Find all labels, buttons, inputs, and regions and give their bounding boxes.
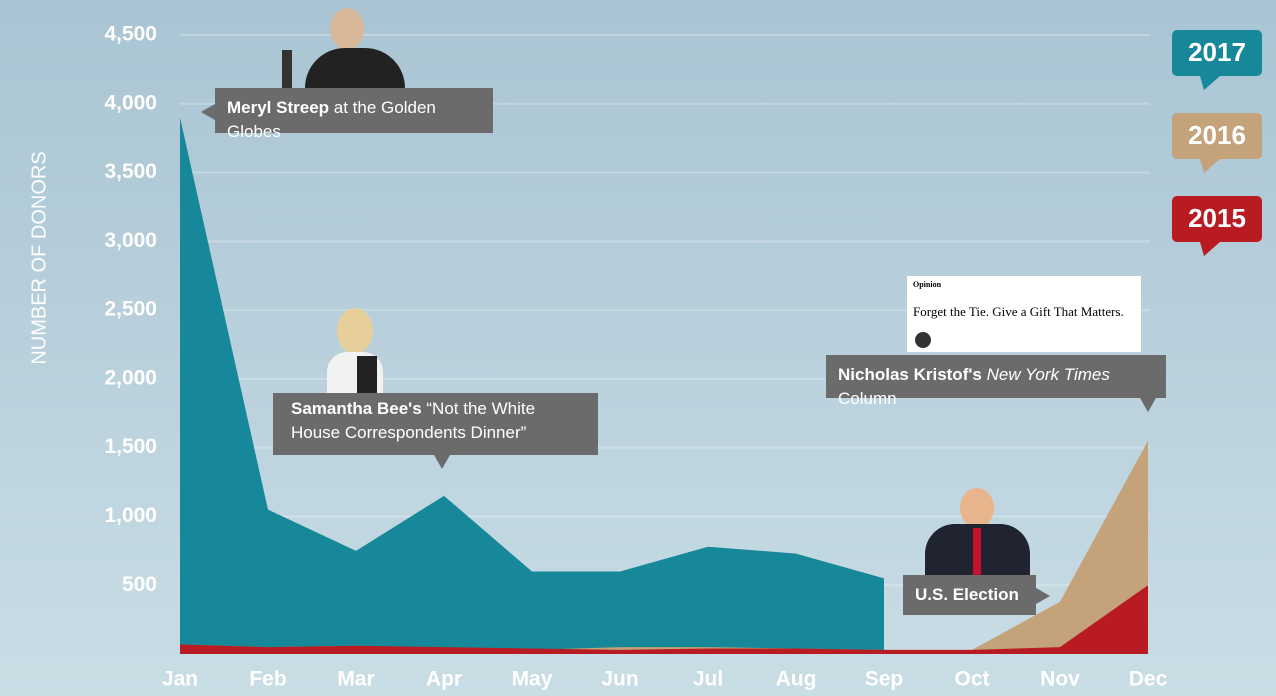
x-tick-label: Jul <box>693 668 723 691</box>
x-tick-label: Jun <box>601 668 638 691</box>
y-tick-label: 2,000 <box>104 366 157 389</box>
legend-label: 2015 <box>1188 203 1246 233</box>
annotation-bold: Samantha Bee's <box>291 399 422 418</box>
annotation-bold: Nicholas Kristof's <box>838 365 982 384</box>
legend-tail <box>1200 159 1220 173</box>
y-tick-label: 4,000 <box>104 91 157 114</box>
photo-bee <box>327 308 383 394</box>
x-tick-label: Oct <box>954 668 989 691</box>
annotation: Nicholas Kristof's New York Times Column <box>826 355 1166 398</box>
y-axis-label: NUMBER OF DONORS <box>28 151 50 364</box>
y-tick-label: 3,000 <box>104 229 157 252</box>
newspaper-clip: Opinion Forget the Tie. Give a Gift That… <box>907 276 1141 352</box>
x-tick-label: Sep <box>865 668 904 691</box>
clip-kicker: Opinion <box>913 280 941 289</box>
x-tick-label: Jan <box>162 668 198 691</box>
photo-trump <box>915 488 1030 576</box>
y-tick-label: 1,000 <box>104 504 157 527</box>
infographic: NUMBER OF DONORS 500 1,000 1,500 2,000 2,500… <box>0 0 1276 696</box>
legend-label: 2017 <box>1188 37 1246 67</box>
annotation-bold: Meryl Streep <box>227 98 329 117</box>
legend-label: 2016 <box>1188 120 1246 150</box>
legend-tail <box>1200 242 1220 256</box>
y-tick-label: 500 <box>122 573 157 596</box>
x-tick-label: Dec <box>1129 668 1168 691</box>
x-tick-label: Apr <box>426 668 462 691</box>
x-tick-label: Aug <box>776 668 817 691</box>
legend-item: 2016 <box>1172 113 1262 173</box>
y-tick-label: 1,500 <box>104 435 157 458</box>
annotation-text: Column <box>838 389 897 408</box>
x-tick-label: Feb <box>249 668 286 691</box>
area <box>180 118 884 654</box>
x-tick-label: May <box>512 668 553 691</box>
annotation: Meryl Streep at the Golden Globes <box>215 88 493 133</box>
annotation-italic: New York Times <box>987 365 1110 384</box>
photo-streep <box>300 8 405 92</box>
legend-item: 2015 <box>1172 196 1262 256</box>
y-tick-label: 4,500 <box>104 23 157 46</box>
y-tick-label: 3,500 <box>104 160 157 183</box>
annotation-bold: U.S. Election <box>915 585 1019 604</box>
annotation: U.S. Election <box>903 575 1036 615</box>
x-tick-label: Mar <box>337 668 374 691</box>
annotation: Samantha Bee's “Not the White House Corr… <box>273 393 598 455</box>
clip-headline: Forget the Tie. Give a Gift That Matters… <box>913 304 1124 320</box>
legend-item: 2017 <box>1172 30 1262 90</box>
y-tick-label: 2,500 <box>104 298 157 321</box>
x-tick-label: Nov <box>1040 668 1080 691</box>
legend-tail <box>1200 76 1220 90</box>
